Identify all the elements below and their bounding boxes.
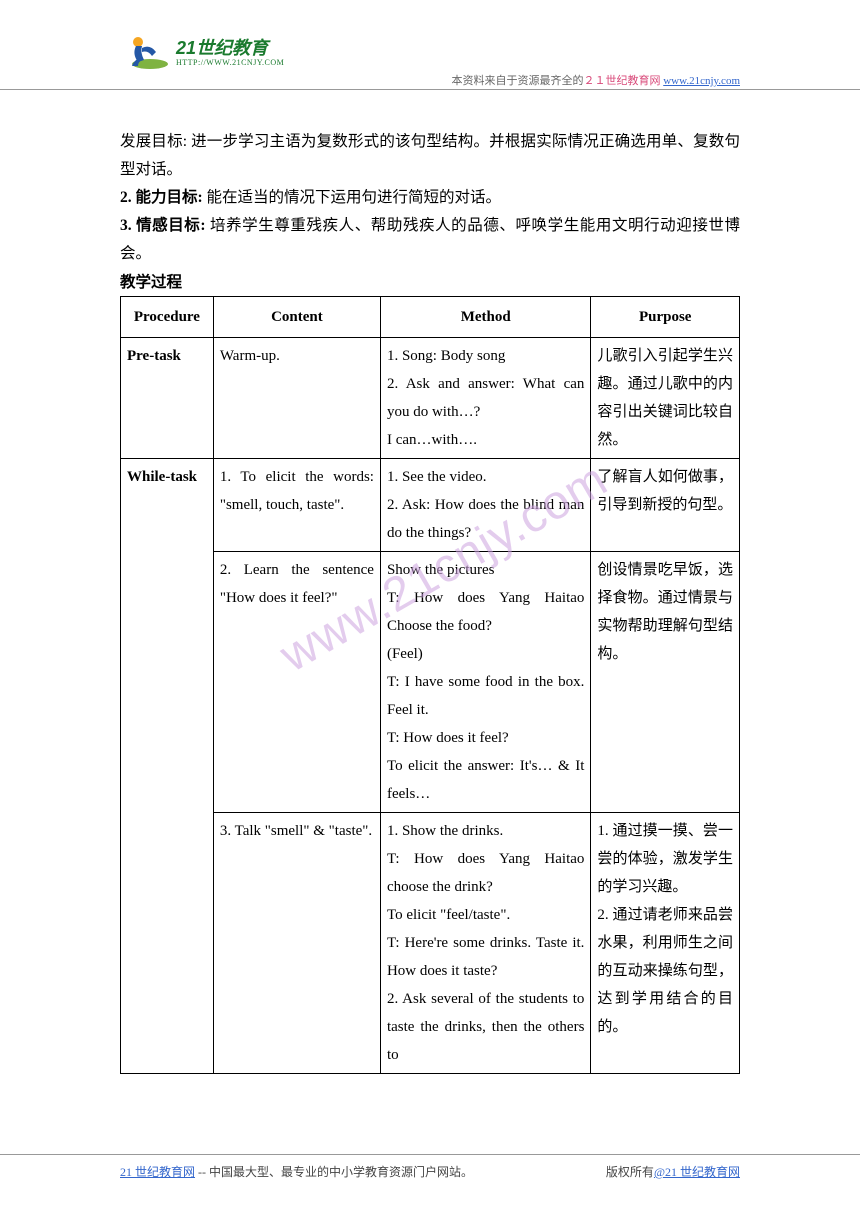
section-heading: 教学过程 bbox=[120, 270, 740, 292]
cell-procedure: While-task bbox=[121, 459, 214, 1074]
th-content: Content bbox=[213, 297, 380, 338]
page-content: 发展目标: 进一步学习主语为复数形式的该句型结构。并根据实际情况正确选用单、复数… bbox=[120, 128, 740, 1074]
cell-method: 1. Song: Body song2. Ask and answer: Wha… bbox=[380, 338, 590, 459]
cell-purpose: 了解盲人如何做事，引导到新授的句型。 bbox=[591, 459, 740, 552]
intro-line2: 2. 能力目标: 能在适当的情况下运用句进行简短的对话。 bbox=[120, 184, 740, 212]
logo: 21世纪教育 HTTP://WWW.21CNJY.COM bbox=[120, 30, 284, 70]
header-url-link[interactable]: www.21cnjy.com bbox=[663, 75, 740, 87]
footer-right-text: 版权所有 bbox=[606, 1165, 654, 1179]
cell-purpose: 1. 通过摸一摸、尝一尝的体验，激发学生的学习兴趣。2. 通过请老师来品尝水果，… bbox=[591, 813, 740, 1074]
page-footer: 21 世纪教育网 -- 中国最大型、最专业的中小学教育资源门户网站。 版权所有@… bbox=[0, 1154, 860, 1180]
table-row: 2. Learn the sentence "How does it feel?… bbox=[121, 552, 740, 813]
cell-method: 1. Show the drinks.T: How does Yang Hait… bbox=[380, 813, 590, 1074]
header-source: 本资料来自于资源最齐全的２１世纪教育网 www.21cnjy.com bbox=[451, 72, 740, 88]
goal-text-2: 能在适当的情况下运用句进行简短的对话。 bbox=[203, 189, 501, 206]
cell-purpose: 儿歌引入引起学生兴趣。通过儿歌中的内容引出关键词比较自然。 bbox=[591, 338, 740, 459]
table-row: While-task1. To elicit the words: "smell… bbox=[121, 459, 740, 552]
logo-text-en: HTTP://WWW.21CNJY.COM bbox=[176, 58, 284, 67]
lesson-table: Procedure Content Method Purpose Pre-tas… bbox=[120, 296, 740, 1074]
footer-right: 版权所有@21 世纪教育网 bbox=[606, 1163, 740, 1180]
cell-content: 2. Learn the sentence "How does it feel?… bbox=[213, 552, 380, 813]
intro-line1: 发展目标: 进一步学习主语为复数形式的该句型结构。并根据实际情况正确选用单、复数… bbox=[120, 128, 740, 184]
header-prefix: 本资料来自于资源最齐全的 bbox=[451, 75, 583, 87]
fade-overlay bbox=[120, 1146, 740, 1154]
cell-method: 1. See the video.2. Ask: How does the bl… bbox=[380, 459, 590, 552]
intro-line3: 3. 情感目标: 培养学生尊重残疾人、帮助残疾人的品德、呼唤学生能用文明行动迎接… bbox=[120, 212, 740, 268]
header-brand: ２１世纪教育网 bbox=[583, 75, 660, 87]
table-row: 3. Talk "smell" & "taste".1. Show the dr… bbox=[121, 813, 740, 1074]
logo-text-cn: 21世纪教育 bbox=[176, 34, 284, 60]
cell-method: Show the picturesT: How does Yang Haitao… bbox=[380, 552, 590, 813]
footer-left: 21 世纪教育网 -- 中国最大型、最专业的中小学教育资源门户网站。 bbox=[120, 1163, 473, 1180]
footer-left-text: -- 中国最大型、最专业的中小学教育资源门户网站。 bbox=[195, 1165, 473, 1179]
th-procedure: Procedure bbox=[121, 297, 214, 338]
table-body: Pre-taskWarm-up.1. Song: Body song2. Ask… bbox=[121, 338, 740, 1074]
footer-left-link[interactable]: 21 世纪教育网 bbox=[120, 1165, 195, 1179]
goal-label-2: 2. 能力目标: bbox=[120, 189, 203, 206]
logo-icon bbox=[120, 30, 170, 70]
th-purpose: Purpose bbox=[591, 297, 740, 338]
th-method: Method bbox=[380, 297, 590, 338]
footer-right-link[interactable]: @21 世纪教育网 bbox=[654, 1165, 740, 1179]
cell-procedure: Pre-task bbox=[121, 338, 214, 459]
cell-content: 3. Talk "smell" & "taste". bbox=[213, 813, 380, 1074]
cell-content: 1. To elicit the words: "smell, touch, t… bbox=[213, 459, 380, 552]
table-header-row: Procedure Content Method Purpose bbox=[121, 297, 740, 338]
table-row: Pre-taskWarm-up.1. Song: Body song2. Ask… bbox=[121, 338, 740, 459]
goal-text-3: 培养学生尊重残疾人、帮助残疾人的品德、呼唤学生能用文明行动迎接世博会。 bbox=[120, 217, 740, 262]
cell-content: Warm-up. bbox=[213, 338, 380, 459]
page-header: 21世纪教育 HTTP://WWW.21CNJY.COM 本资料来自于资源最齐全… bbox=[0, 20, 860, 90]
cell-purpose: 创设情景吃早饭，选择食物。通过情景与实物帮助理解句型结构。 bbox=[591, 552, 740, 813]
goal-label-3: 3. 情感目标: bbox=[120, 217, 206, 234]
